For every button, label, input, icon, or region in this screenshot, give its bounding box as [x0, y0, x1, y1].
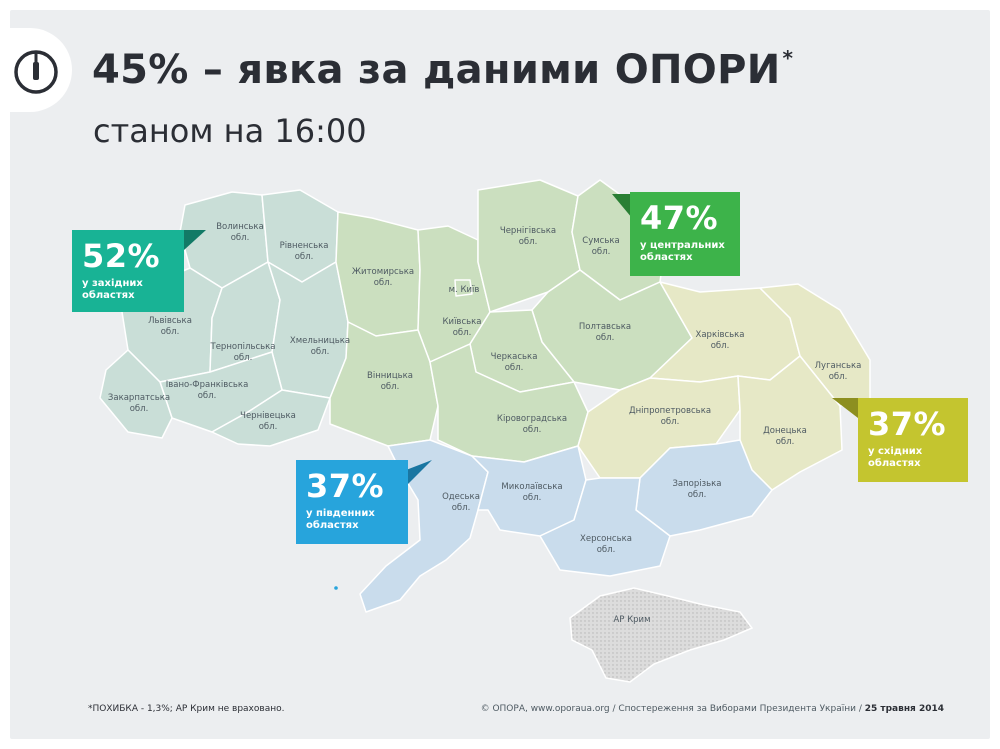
- label-luhanska: Луганська обл.: [815, 361, 862, 382]
- region-khmelnytska: [267, 261, 349, 399]
- badge-center-caption: у центральних областях: [640, 240, 725, 263]
- page-subtitle: станом на 16:00: [93, 112, 367, 150]
- region-zakarpatska: [99, 349, 173, 439]
- label-odeska: Одеська обл.: [442, 492, 480, 513]
- label-donetska: Донецька обл.: [763, 426, 807, 447]
- map-dot: [334, 586, 338, 590]
- region-crimea: [569, 587, 754, 683]
- label-dnipropetrovska: Дніпропетровська обл.: [629, 406, 711, 427]
- label-rivnenska: Рівненська обл.: [280, 241, 329, 262]
- label-zaporizka: Запорізька обл.: [672, 479, 721, 500]
- badge-east: 37% у східних областях: [858, 398, 968, 482]
- badge-south-value: 37%: [306, 467, 385, 505]
- badge-center-value: 47%: [640, 199, 719, 237]
- pointer-west: [178, 230, 206, 250]
- badge-east-value: 37%: [868, 405, 947, 443]
- label-poltavska: Полтавська обл.: [579, 322, 631, 343]
- region-khersonska: [539, 477, 671, 577]
- region-kyiv-city: [454, 279, 473, 297]
- label-ternopilska: Тернопільська обл.: [210, 342, 276, 363]
- badge-west-value: 52%: [82, 237, 161, 275]
- title-asterisk: *: [782, 46, 794, 70]
- pointer-center: [612, 194, 632, 218]
- label-zhytomyrska: Житомирська обл.: [352, 267, 414, 288]
- region-donetska: [737, 355, 843, 491]
- label-khersonska: Херсонська обл.: [580, 534, 632, 555]
- footer-note: *ПОХИБКА - 1,3%; АР Крим не враховано.: [88, 704, 285, 714]
- badge-south: 37% у південних областях: [296, 460, 408, 544]
- label-kirovohradska: Кіровоградська обл.: [497, 414, 567, 435]
- badge-center: 47% у центральних областях: [630, 192, 740, 276]
- footer-date: 25 травня 2014: [864, 704, 944, 714]
- label-volynska: Волинська обл.: [216, 222, 264, 243]
- label-lvivska: Львівська обл.: [148, 316, 192, 337]
- label-cherkaska: Черкаська обл.: [491, 352, 538, 373]
- label-mykolaivska: Миколаївська обл.: [501, 482, 562, 503]
- label-kyiv-city: м. Київ: [449, 285, 480, 295]
- badge-east-caption: у східних областях: [868, 446, 923, 469]
- label-chernivetska: Чернівецька обл.: [240, 411, 296, 432]
- label-vinnytska: Вінницька обл.: [367, 371, 413, 392]
- pointer-south: [406, 460, 432, 486]
- pointer-east: [832, 398, 858, 418]
- label-ivano-frankivska: Івано-Франківська обл.: [166, 380, 249, 401]
- logo-tab: [0, 28, 72, 112]
- label-chernihivska: Чернігівська обл.: [500, 226, 556, 247]
- label-sumska: Сумська обл.: [582, 236, 619, 257]
- label-zakarpatska: Закарпатська обл.: [108, 393, 170, 414]
- badge-west: 52% у західних областях: [72, 230, 184, 312]
- label-crimea: АР Крим: [613, 615, 650, 625]
- region-chernivetska: [211, 389, 331, 447]
- footer-source: © ОПОРА, www.oporaua.org / Спостереження…: [480, 704, 944, 714]
- badge-south-caption: у південних областях: [306, 508, 375, 531]
- badge-west-caption: у західних областях: [82, 278, 143, 301]
- opora-logo-icon: [14, 50, 58, 94]
- label-kharkivska: Харківська обл.: [696, 330, 745, 351]
- page-title: 45% – явка за даними ОПОРИ *: [92, 46, 794, 93]
- label-kyivska: Київська обл.: [443, 317, 482, 338]
- label-khmelnytska: Хмельницька обл.: [290, 336, 350, 357]
